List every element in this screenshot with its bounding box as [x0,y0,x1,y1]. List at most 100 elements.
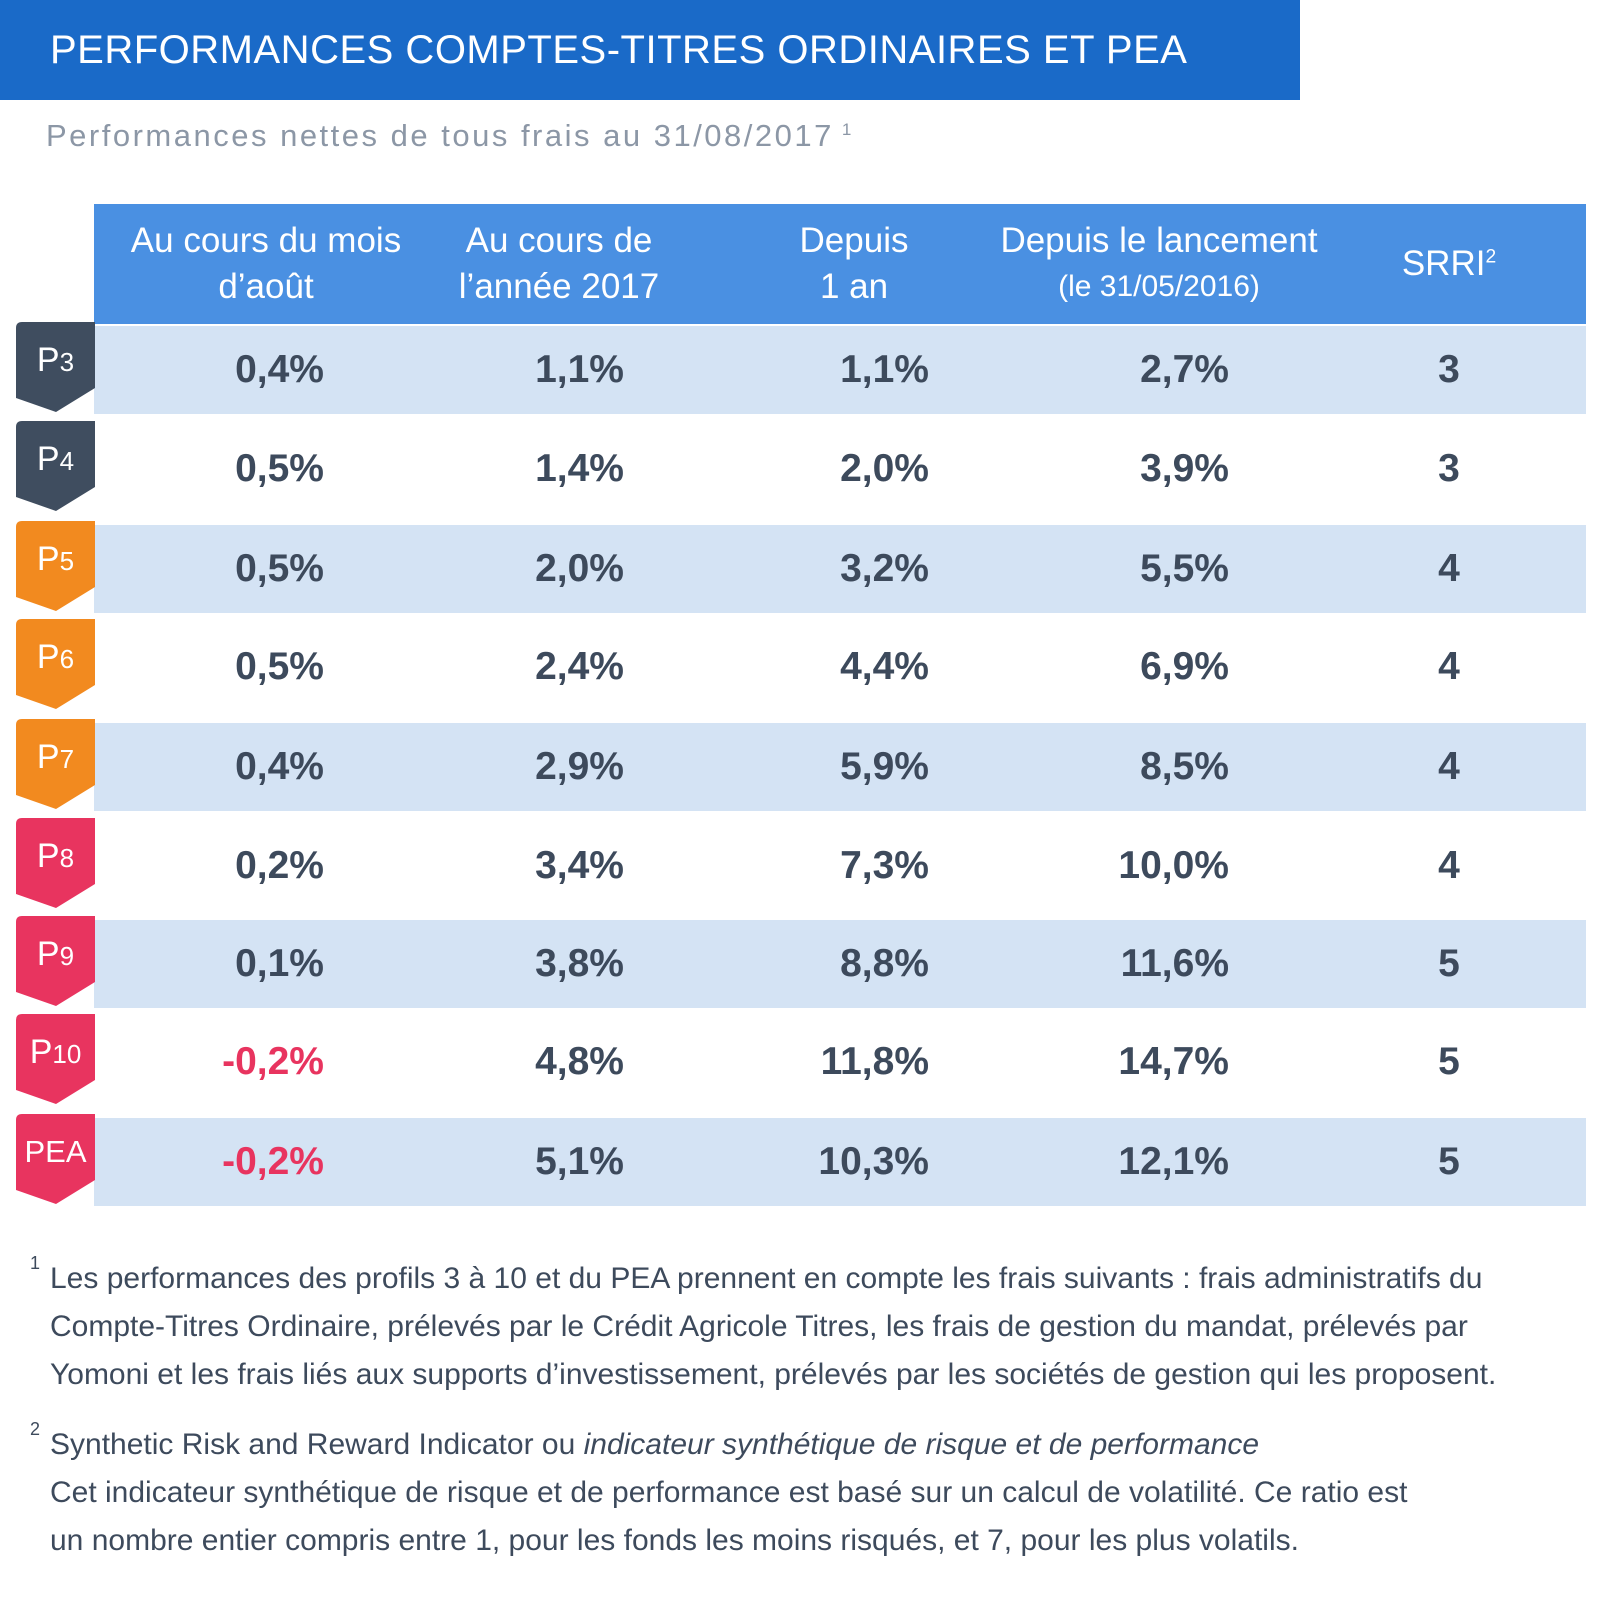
cell-one-year: 1,1% [840,348,929,391]
profile-badge: P6 [16,619,95,709]
badge-shield-icon [16,1014,95,1104]
footnote-1-line: Les performances des profils 3 à 10 et d… [50,1262,1483,1295]
cell-launch: 14,7% [1118,1040,1229,1083]
cell-launch: 10,0% [1118,844,1229,887]
table-row: -0,2% 4,8% 11,8% 14,7% 5 [94,1018,1586,1106]
profile-badge: P8 [16,818,95,908]
cell-month: -0,2% [222,1040,324,1083]
cell-year: 4,8% [535,1040,624,1083]
cell-one-year: 5,9% [840,745,929,788]
table-header: Au cours du mois d’août Au cours de l’an… [94,204,1586,324]
badge-shield-icon [16,916,95,1006]
badge-shield-icon [16,322,95,412]
title-banner: PERFORMANCES COMPTES-TITRES ORDINAIRES E… [0,0,1300,100]
table-row: 0,1% 3,8% 8,8% 11,6% 5 [94,920,1586,1008]
cell-month: 0,4% [235,745,324,788]
cell-year: 1,1% [535,348,624,391]
profile-badge: P3 [16,322,95,412]
badge-label: PEA [16,1132,95,1172]
footnote-2-plain: Synthetic Risk and Reward Indicator ou [50,1428,576,1461]
cell-month: 0,5% [235,547,324,590]
header-month-line2: d’août [218,267,314,306]
cell-srri: 3 [1438,348,1460,391]
header-one-year-line2: 1 an [819,267,889,306]
header-month: Au cours du mois d’août [116,204,416,324]
badge-shield-icon [16,521,95,611]
subtitle: Performances nettes de tous frais au 31/… [46,118,854,154]
page-title: PERFORMANCES COMPTES-TITRES ORDINAIRES E… [50,28,1188,72]
badge-number: 9 [59,941,75,971]
cell-one-year: 2,0% [840,447,929,490]
profile-badge: PEA [16,1114,95,1204]
header-srri: SRRI2 [1374,204,1524,324]
cell-srri: 3 [1438,447,1460,490]
header-year-line2: l’année 2017 [458,267,660,306]
table-row: -0,2% 5,1% 10,3% 12,1% 5 [94,1118,1586,1206]
badge-letter: P [29,1033,53,1071]
cell-month: 0,5% [235,645,324,688]
cell-year: 3,8% [535,942,624,985]
table-row: 0,5% 1,4% 2,0% 3,9% 3 [94,425,1586,513]
cell-month: -0,2% [222,1140,324,1183]
header-one-year: Depuis 1 an [764,204,944,324]
cell-one-year: 10,3% [818,1140,929,1183]
badge-shield-icon [16,1114,95,1204]
header-srri-label: SRRI [1401,244,1486,283]
cell-month: 0,2% [235,844,324,887]
cell-launch: 3,9% [1140,447,1229,490]
cell-one-year: 11,8% [820,1040,929,1083]
header-year-line1: Au cours de [465,221,653,260]
cell-launch: 6,9% [1140,645,1229,688]
badge-number: 6 [59,644,75,674]
cell-srri: 5 [1438,1040,1460,1083]
header-year: Au cours de l’année 2017 [424,204,694,324]
badge-number: 7 [59,744,75,774]
badge-shield-icon [16,818,95,908]
footnotes: 1 Les performances des profils 3 à 10 et… [30,1254,1570,1565]
cell-one-year: 8,8% [840,942,929,985]
table-row: 0,4% 2,9% 5,9% 8,5% 4 [94,723,1586,811]
cell-srri: 5 [1438,942,1460,985]
badge-letter: PEA [24,1134,87,1169]
table-row: 0,5% 2,4% 4,4% 6,9% 4 [94,623,1586,711]
badge-label: P7 [16,737,95,779]
footnote-1-line: Yomoni et les frais liés aux supports d’… [50,1358,1497,1391]
cell-year: 2,0% [535,547,624,590]
profile-badge: P5 [16,521,95,611]
badge-label: P4 [16,439,95,481]
badge-shield-icon [16,421,95,511]
badge-label: P6 [16,637,95,679]
cell-one-year: 4,4% [840,645,929,688]
cell-launch: 5,5% [1140,547,1229,590]
badge-number: 8 [59,843,75,873]
cell-year: 3,4% [535,844,624,887]
cell-launch: 11,6% [1120,942,1229,985]
badge-letter: P [36,341,60,379]
profile-badge: P10 [16,1014,95,1104]
badge-letter: P [36,738,60,776]
cell-one-year: 7,3% [840,844,929,887]
cell-launch: 8,5% [1140,745,1229,788]
footnote-2-definition: Synthetic Risk and Reward Indicator ou i… [50,1421,1570,1469]
cell-month: 0,5% [235,447,324,490]
badge-letter: P [36,837,60,875]
badge-letter: P [36,638,60,676]
profile-badge: P7 [16,719,95,809]
subtitle-text: Performances nettes de tous frais au 31/… [46,118,834,153]
table-row: 0,2% 3,4% 7,3% 10,0% 4 [94,822,1586,910]
badge-label: P9 [16,934,95,976]
badge-letter: P [36,440,60,478]
badge-number: 5 [59,546,75,576]
badge-number: 10 [52,1039,82,1069]
cell-year: 2,9% [535,745,624,788]
badge-shield-icon [16,719,95,809]
header-srri-footnote-mark: 2 [1485,246,1497,268]
badge-label: P10 [16,1032,95,1074]
badge-number: 4 [59,446,75,476]
badge-label: P3 [16,340,95,382]
cell-year: 1,4% [535,447,624,490]
cell-srri: 4 [1438,745,1460,788]
badge-label: P5 [16,539,95,581]
footnote-1-line: Compte-Titres Ordinaire, prélevés par le… [50,1310,1468,1343]
cell-year: 2,4% [535,645,624,688]
